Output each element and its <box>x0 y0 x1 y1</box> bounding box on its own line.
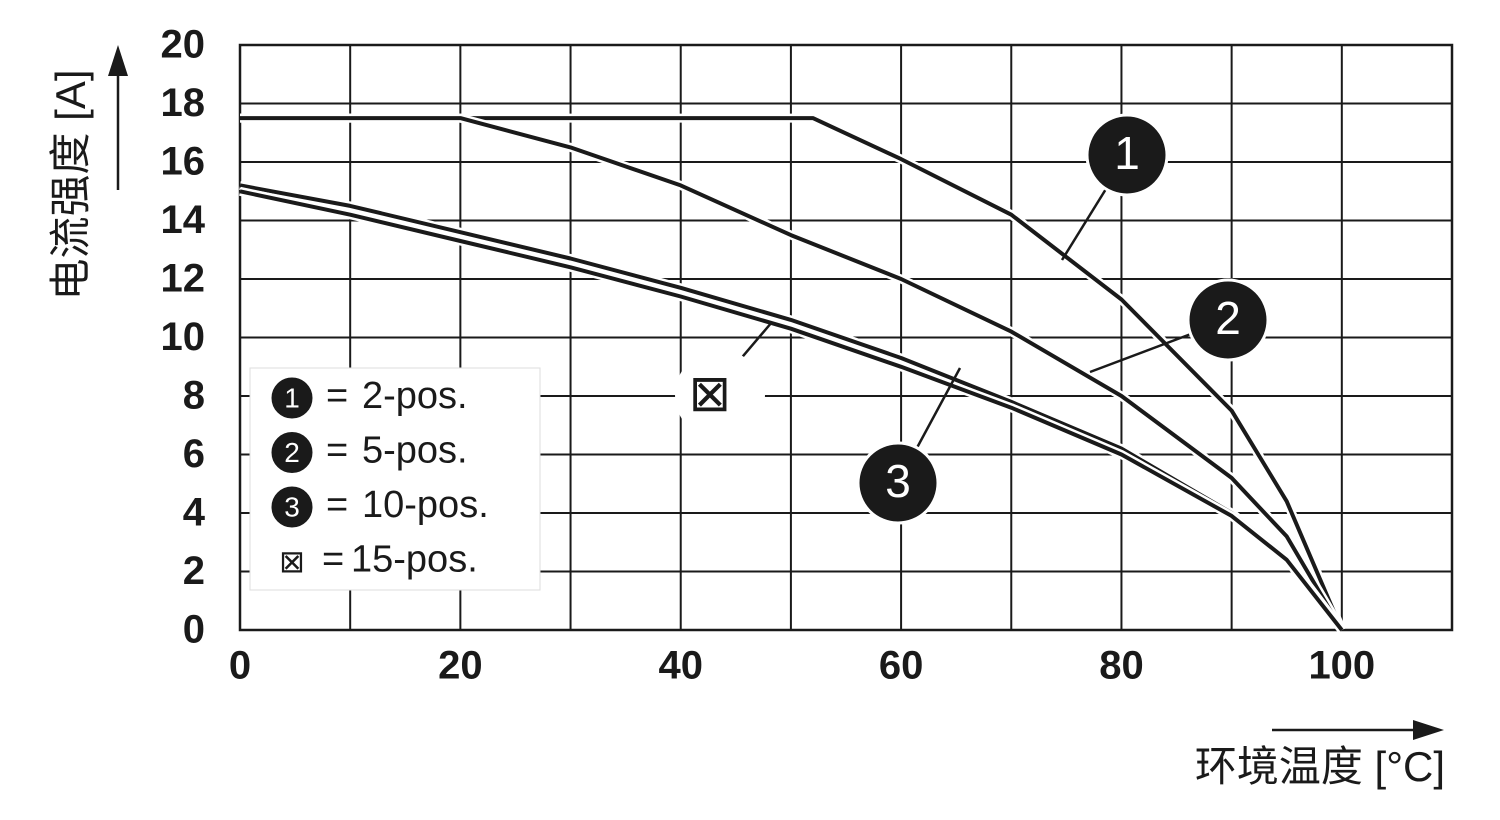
y-tick-label: 0 <box>183 608 205 652</box>
x-tick-label: 80 <box>1099 644 1144 688</box>
y-tick-label: 8 <box>183 374 205 418</box>
legend-marker: 1 <box>284 382 300 413</box>
legend-marker: 3 <box>284 491 300 522</box>
legend-marker-circle <box>268 374 316 422</box>
callout-label: 1 <box>1114 127 1140 179</box>
callout-label: ⊠ <box>689 364 731 423</box>
legend-separator: = <box>326 484 348 526</box>
legend-separator: = <box>326 375 348 417</box>
legend-label: 10-pos. <box>362 484 489 526</box>
x-tick-label: 60 <box>879 644 924 688</box>
callout-backdrop <box>675 350 765 440</box>
legend-label: 5-pos. <box>362 430 468 472</box>
legend-marker-circle <box>268 483 316 531</box>
y-tick-label: 4 <box>183 491 206 535</box>
y-tick-label: 2 <box>183 549 205 593</box>
y-tick-label: 18 <box>161 81 206 125</box>
y-tick-label: 10 <box>161 315 206 359</box>
plot-frame <box>238 43 1454 632</box>
legend-label: 15-pos. <box>351 539 478 581</box>
callout-label-circle <box>1085 113 1169 197</box>
callout-label: 3 <box>885 455 911 507</box>
y-tick-label: 12 <box>161 257 206 301</box>
y-axis-title: 电流强度 [A] <box>47 69 94 300</box>
callout-label: 2 <box>1215 292 1241 344</box>
x-axis-arrowhead <box>1413 720 1444 740</box>
y-tick-label: 14 <box>161 198 206 242</box>
legend-label: 2-pos. <box>362 375 468 417</box>
y-tick-label: 20 <box>161 23 206 67</box>
legend-marker: ⊠ <box>279 544 305 580</box>
x-tick-label: 0 <box>229 644 251 688</box>
legend-marker-circle <box>268 429 316 476</box>
x-axis-title: 环境温度 [°C] <box>1195 743 1445 790</box>
y-tick-label: 6 <box>183 432 205 476</box>
callout-label-circle <box>856 441 940 525</box>
series-line <box>240 116 1344 631</box>
y-axis-arrowhead <box>108 45 128 76</box>
x-tick-label: 100 <box>1308 644 1375 688</box>
x-tick-label: 40 <box>658 644 703 688</box>
callout-label-circle <box>1186 278 1270 362</box>
legend: 1 = 2-pos.2 = 5-pos.3 = 10-pos.⊠ = 15-pos. <box>249 367 541 591</box>
series-line <box>240 116 1344 632</box>
legend-separator: = <box>322 539 344 581</box>
legend-separator: = <box>326 430 348 472</box>
y-tick-label: 16 <box>161 140 206 184</box>
x-tick-label: 20 <box>438 644 483 688</box>
series-line <box>239 189 1344 632</box>
legend-marker: 2 <box>284 437 300 468</box>
